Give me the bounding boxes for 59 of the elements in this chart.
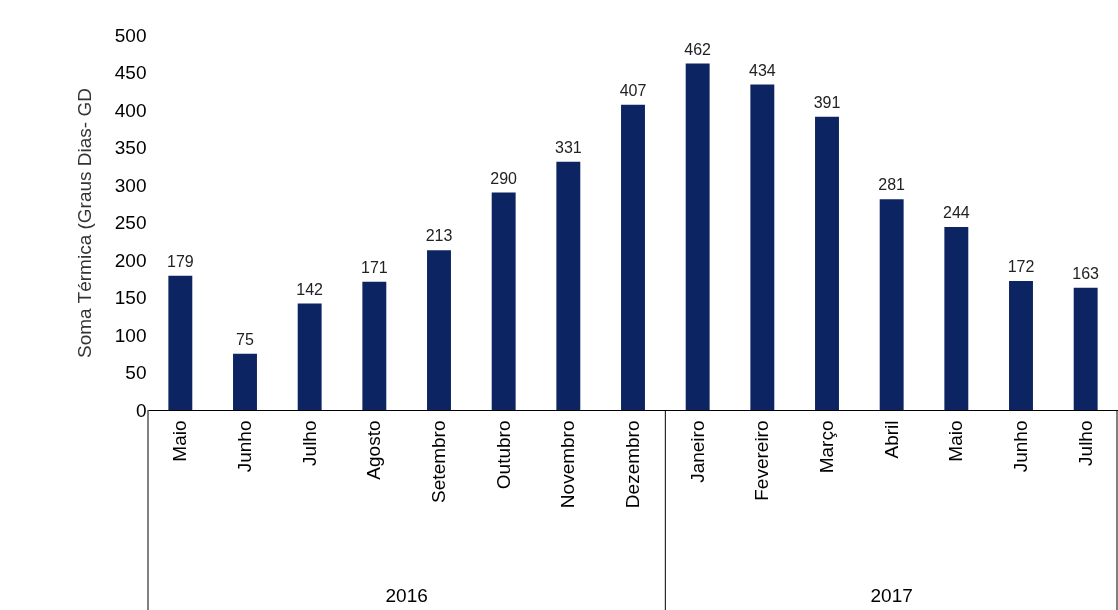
bar [750,84,775,410]
x-tick-label: Novembro [557,420,579,509]
x-tick-label: Julho [298,420,320,466]
data-label: 462 [684,40,712,58]
bar [556,161,581,410]
data-label: 434 [748,61,776,79]
data-label: 391 [813,93,841,111]
x-tick-label: Outubro [492,420,514,490]
data-label: 171 [360,258,388,276]
data-label: 75 [236,330,254,348]
y-tick-label: 400 [114,99,147,121]
bar [233,353,257,410]
bar [1073,287,1098,410]
y-tick-label: 500 [114,24,147,46]
x-tick-label: Dezembro [622,420,643,509]
y-tick-label: 0 [135,399,147,421]
data-label: 290 [490,169,518,187]
y-tick-label: 50 [125,362,147,383]
x-tick-label: Maio [169,420,191,462]
x-tick-label: Julho [1074,420,1096,466]
x-tick-label: Março [816,420,837,474]
x-tick-label: Junho [1010,420,1031,473]
bar [621,104,645,410]
bar [362,281,387,410]
data-label: 244 [942,204,970,221]
text: 2017 [870,585,913,606]
y-tick-label: 300 [114,174,147,196]
y-tick-label: 200 [114,249,147,271]
x-tick-label: Junho [234,420,255,473]
data-label: 142 [296,280,324,298]
bar [685,63,710,410]
x-tick-label: Setembro [428,420,449,503]
text: 2016 [385,585,428,606]
y-tick-label: 350 [114,137,147,158]
data-label: 179 [166,252,194,270]
x-tick-label: Janeiro [686,420,708,483]
bar [491,192,516,410]
data-label: 172 [1007,258,1035,275]
bar [1009,281,1033,410]
y-tick-label: 100 [114,324,147,346]
y-tick-label: 250 [114,212,147,233]
bar [944,227,969,410]
data-label: 331 [554,138,582,156]
bar [815,116,839,410]
bar [168,275,193,410]
y-axis-title: Soma Térmica (Graus Dias- GD [73,88,95,358]
bar [297,303,322,410]
x-tick-label: Abril [880,420,902,459]
data-label: 407 [619,81,647,99]
bar [427,250,451,410]
x-tick-label: Fevereiro [751,420,773,501]
data-label: 213 [425,227,453,245]
y-tick-label: 450 [114,62,147,83]
x-tick-label: Maio [945,420,967,462]
data-label: 281 [878,176,906,194]
y-tick-label: 150 [114,287,147,308]
bar [879,199,904,410]
data-label: 163 [1072,264,1100,282]
x-tick-label: Agosto [363,420,385,480]
